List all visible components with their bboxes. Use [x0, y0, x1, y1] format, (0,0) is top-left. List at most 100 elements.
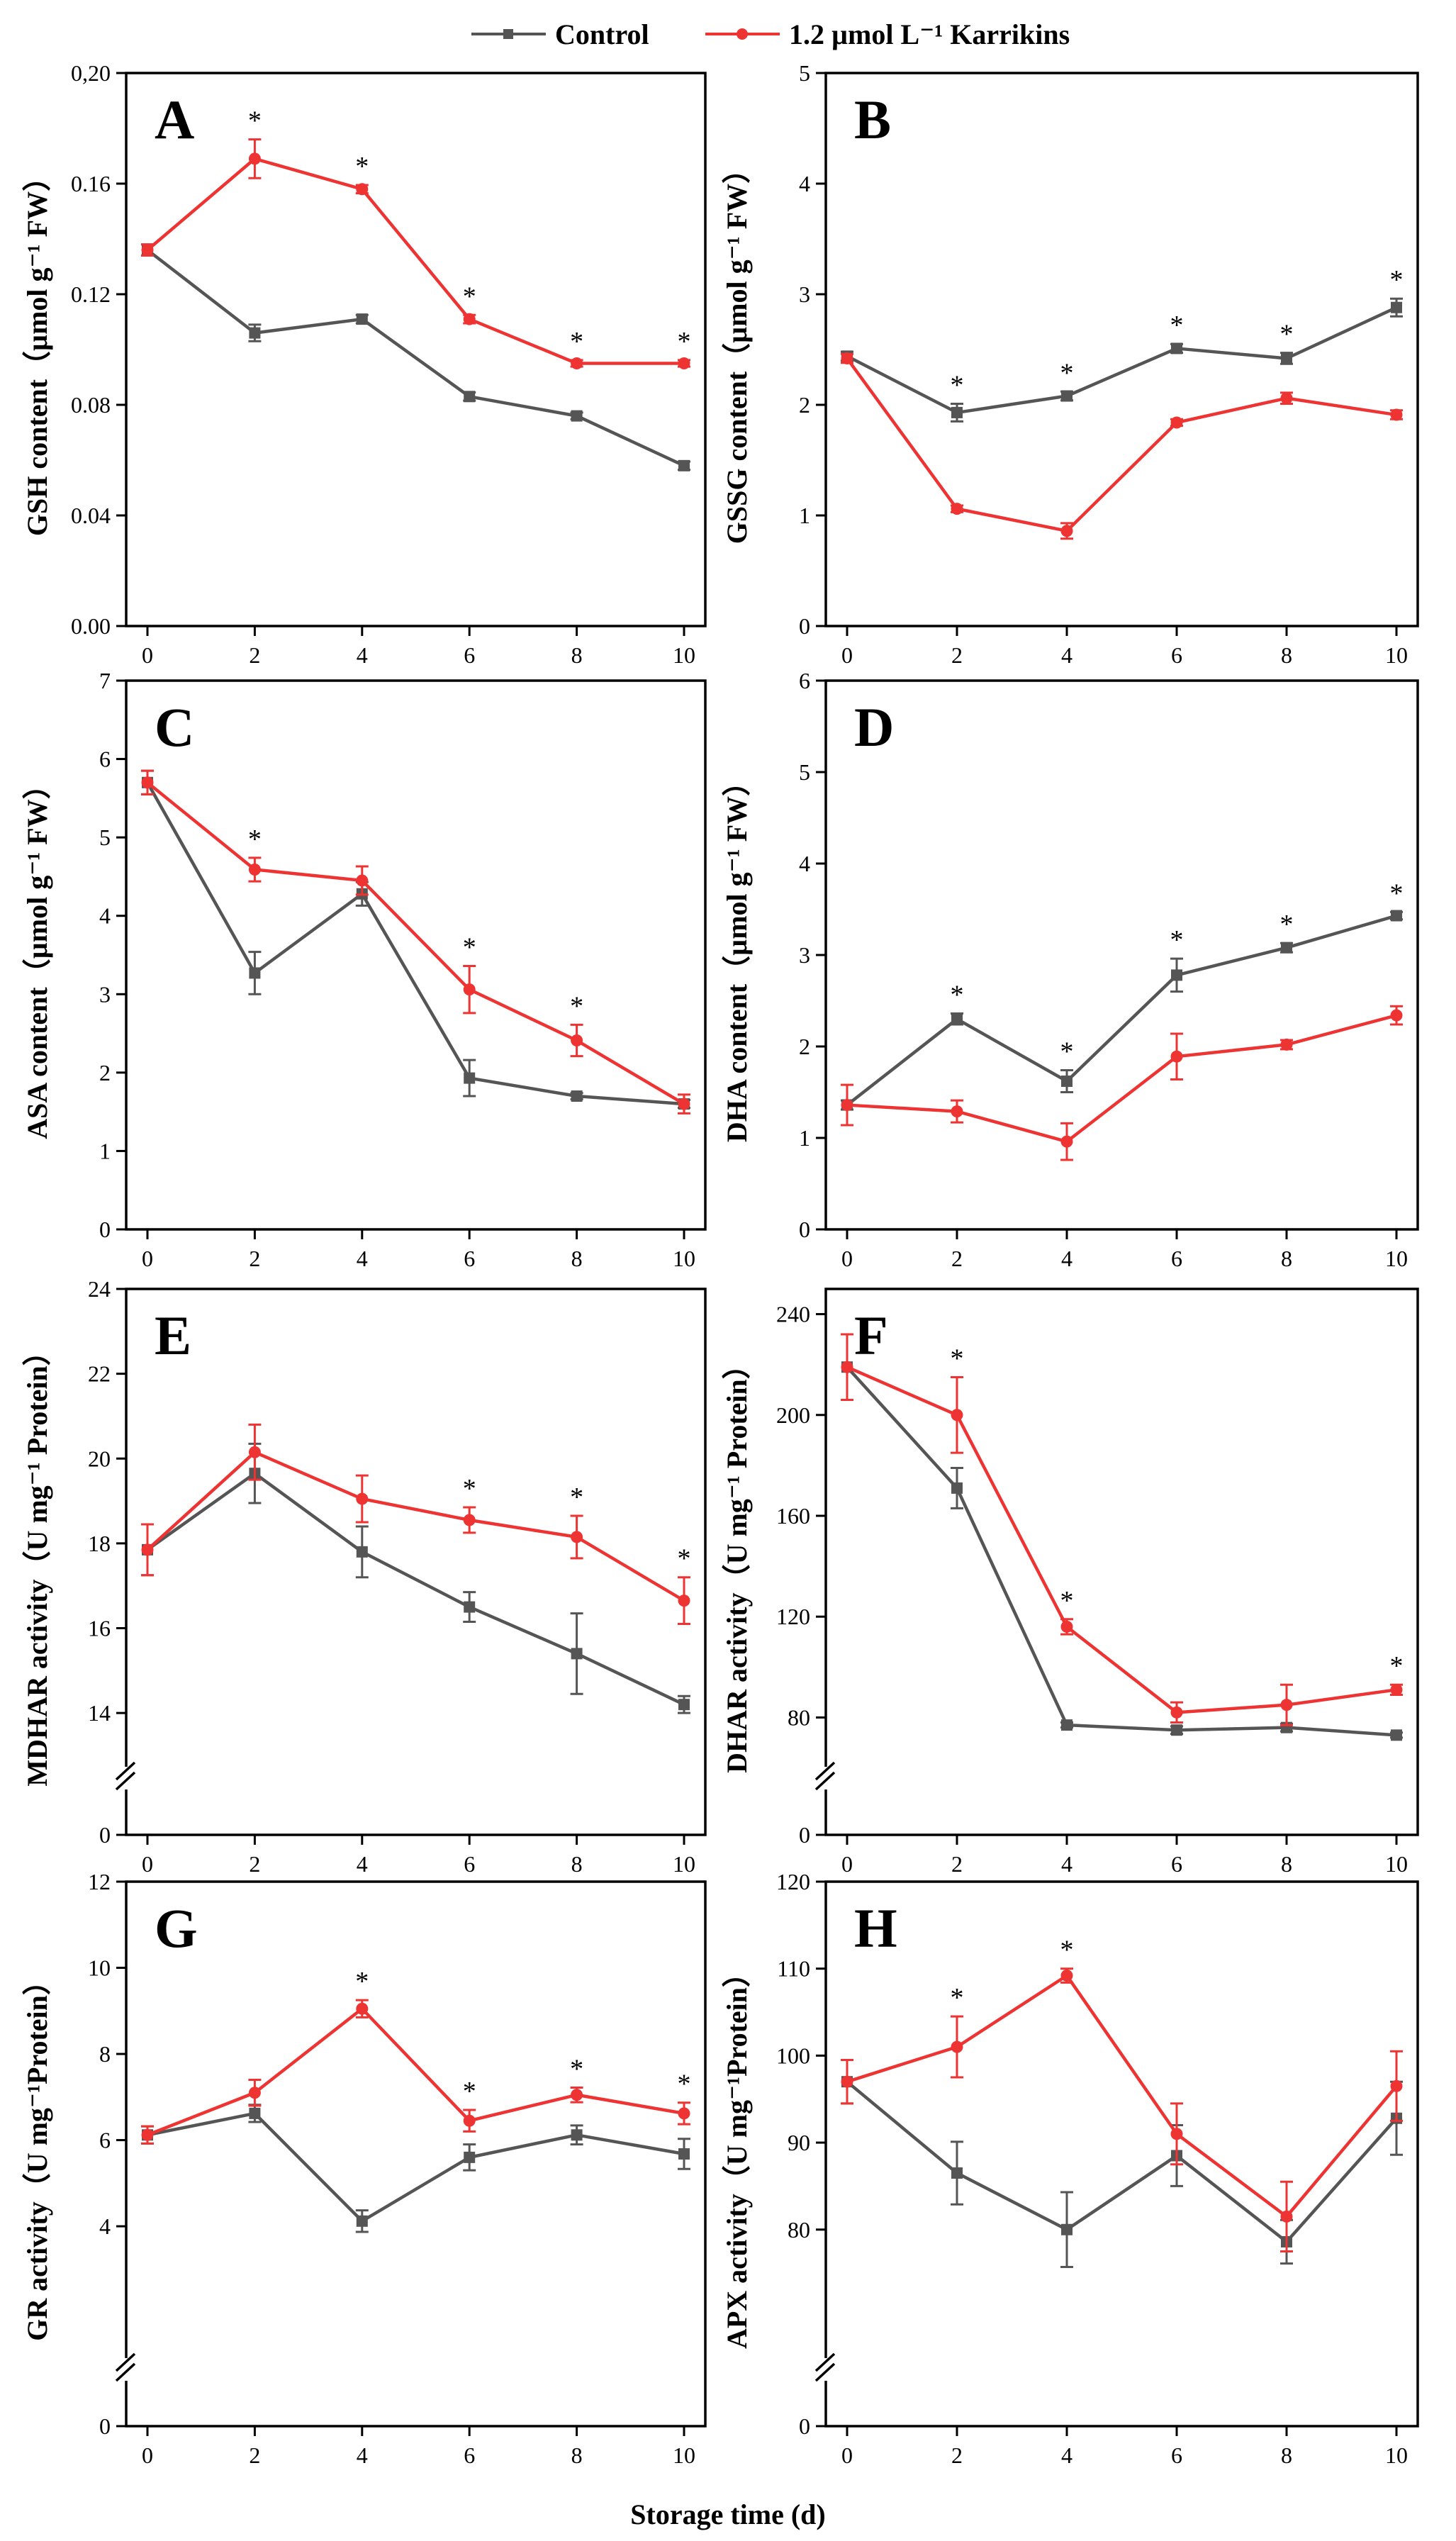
y-axis-title: DHA content（µmol g⁻¹ FW） [721, 768, 753, 1142]
panel-f: 0 80 120 160 200 240 0 2 4 6 8 10 DHAR activity（U mg… [721, 1288, 1419, 1877]
y-tick-label: 2 [799, 392, 810, 418]
panel-letter: G [155, 1897, 198, 1959]
data-point-control [249, 2107, 261, 2119]
data-point-karrikins [841, 352, 853, 364]
y-tick-label: 240 [776, 1302, 810, 1327]
series-line-karrikins [146, 157, 684, 365]
series-line-control [846, 306, 1397, 415]
series-line-control [846, 914, 1397, 1107]
significance-marker: * [355, 152, 369, 182]
significance-marker: * [570, 327, 583, 357]
x-tick-label: 0 [142, 1851, 153, 1877]
data-point-control [1061, 1076, 1073, 1088]
data-point-karrikins [951, 503, 963, 515]
data-point-control [1171, 1724, 1182, 1736]
x-tick-label: 0 [142, 642, 153, 668]
y-tick-label: 20 [88, 1446, 111, 1471]
y-tick-label: 5 [99, 825, 111, 850]
panel-letter: D [854, 696, 894, 758]
y-tick-label: 0 [799, 2413, 810, 2439]
data-point-control [678, 2148, 690, 2160]
series-line-control [146, 1471, 685, 1707]
plot-frame [125, 1288, 707, 1836]
x-tick-label: 6 [1171, 1851, 1182, 1877]
data-point-karrikins [1170, 2128, 1183, 2140]
x-tick-label: 4 [1061, 1246, 1073, 1271]
data-point-karrikins [463, 1514, 476, 1526]
data-point-karrikins [248, 2087, 261, 2099]
data-point-control [571, 410, 583, 422]
x-tick-label: 2 [951, 2442, 963, 2468]
significance-marker: * [1280, 910, 1294, 939]
significance-marker: * [1060, 1586, 1074, 1616]
plot-frame [824, 1288, 1419, 1836]
y-tick-label: 10 [88, 1955, 111, 1981]
x-tick-label: 10 [673, 2442, 695, 2468]
data-point-karrikins [141, 1543, 154, 1556]
significance-marker: * [463, 281, 476, 311]
data-point-karrikins [1280, 1038, 1293, 1051]
significance-marker: * [570, 1482, 583, 1512]
data-point-karrikins [1390, 408, 1403, 421]
x-tick-label: 10 [673, 642, 695, 668]
panel-letter: H [854, 1897, 897, 1959]
y-tick-label: 80 [788, 1704, 810, 1730]
y-axis-title: GR activity（U mg⁻¹Protein） [21, 1967, 53, 2341]
data-point-karrikins [141, 2128, 154, 2141]
data-point-control [1061, 1719, 1073, 1731]
significance-marker: * [1170, 311, 1184, 340]
data-point-control [356, 2215, 368, 2227]
data-point-karrikins [463, 2114, 476, 2127]
y-tick-label: 18 [88, 1531, 111, 1556]
significance-marker: * [678, 1544, 691, 1574]
data-point-karrikins [678, 1098, 690, 1110]
x-tick-label: 0 [841, 1246, 853, 1271]
x-tick-label: 0 [841, 1851, 853, 1877]
x-tick-label: 8 [571, 2442, 583, 2468]
data-point-karrikins [1280, 392, 1293, 405]
data-point-control [951, 1482, 963, 1494]
data-point-control [464, 391, 476, 403]
data-point-control [1391, 910, 1402, 922]
series-line-karrikins [147, 2006, 685, 2137]
data-point-karrikins [678, 357, 690, 369]
y-tick-label: 3 [799, 281, 810, 307]
y-tick-label: 1 [99, 1138, 111, 1163]
data-point-karrikins [1170, 416, 1183, 429]
x-tick-label: 6 [464, 2442, 475, 2468]
significance-marker: * [1390, 265, 1404, 295]
data-point-control [571, 1090, 583, 1102]
significance-marker: * [951, 1983, 964, 2013]
data-point-karrikins [248, 152, 261, 165]
data-point-karrikins [1280, 2210, 1293, 2223]
data-point-control [1281, 352, 1292, 364]
data-point-control [1171, 969, 1182, 981]
x-tick-label: 2 [249, 2442, 260, 2468]
significance-marker: * [1060, 358, 1074, 388]
x-tick-label: 10 [1385, 1246, 1408, 1271]
x-tick-label: 6 [1171, 1246, 1182, 1271]
data-point-control [678, 459, 690, 471]
y-axis-title: ASA content（µmol g⁻¹ FW） [21, 771, 53, 1139]
data-point-karrikins [463, 313, 476, 325]
y-tick-label: 2 [799, 1034, 810, 1059]
plot-frame [824, 679, 1419, 1231]
data-point-karrikins [1060, 525, 1073, 537]
x-tick-label: 6 [464, 642, 475, 668]
y-tick-label: 120 [776, 1604, 810, 1629]
x-tick-label: 8 [571, 1246, 583, 1271]
significance-marker: * [463, 932, 476, 962]
y-axis-title: GSSG content（µmol g⁻¹ FW） [721, 155, 753, 544]
y-tick-label: 0.08 [71, 392, 111, 418]
significance-marker: * [570, 2054, 583, 2084]
y-tick-label: 0.12 [71, 281, 111, 307]
x-tick-label: 10 [1385, 642, 1408, 668]
x-tick-label: 10 [673, 1246, 695, 1271]
x-tick-label: 4 [1061, 1851, 1073, 1877]
data-point-control [1391, 301, 1402, 313]
data-point-karrikins [1280, 1699, 1293, 1711]
data-point-karrikins [571, 357, 583, 369]
data-point-control [951, 2167, 963, 2179]
